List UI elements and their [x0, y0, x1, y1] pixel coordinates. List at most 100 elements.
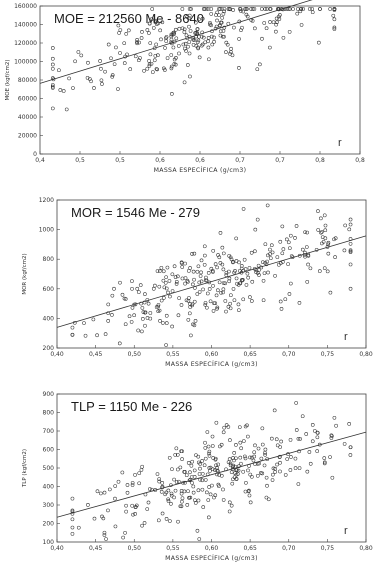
- y-tick-label: 600: [43, 286, 55, 293]
- data-point: [305, 280, 310, 284]
- data-point: [332, 25, 337, 30]
- data-point: [133, 505, 138, 510]
- y-tick-label: 1000: [39, 227, 54, 234]
- y-axis-label: MOE (kgf/cm2): [5, 60, 11, 101]
- data-point: [209, 7, 214, 11]
- data-point: [130, 279, 134, 283]
- data-point: [260, 426, 265, 431]
- data-point: [268, 20, 272, 24]
- data-point: [288, 281, 293, 286]
- data-point: [271, 20, 276, 25]
- data-point: [179, 303, 184, 307]
- data-point: [176, 519, 180, 524]
- data-point: [113, 484, 118, 488]
- data-point: [206, 271, 211, 275]
- data-point: [256, 263, 261, 268]
- data-point: [250, 474, 254, 479]
- data-point: [194, 34, 198, 39]
- data-point: [269, 243, 274, 248]
- data-point: [106, 42, 111, 47]
- data-point: [145, 28, 150, 32]
- data-point: [319, 216, 323, 221]
- data-point: [226, 304, 231, 309]
- data-point: [70, 525, 75, 530]
- data-point: [347, 422, 352, 426]
- data-point: [120, 470, 125, 475]
- data-point: [332, 17, 337, 22]
- equation-label: TLP = 1150 Me - 226: [71, 399, 192, 414]
- data-point: [232, 25, 236, 30]
- data-point: [212, 35, 216, 40]
- data-point: [153, 283, 157, 288]
- data-point: [172, 62, 177, 66]
- data-point: [172, 30, 176, 35]
- data-point: [229, 293, 233, 298]
- data-point: [237, 66, 241, 70]
- data-point: [220, 262, 225, 267]
- data-point: [85, 76, 90, 80]
- data-point: [326, 240, 331, 245]
- data-point: [177, 26, 182, 31]
- data-point: [175, 452, 180, 457]
- data-point: [244, 480, 248, 485]
- data-point: [147, 62, 152, 67]
- data-point: [237, 425, 242, 429]
- data-point: [122, 61, 127, 65]
- data-point: [132, 313, 136, 318]
- data-point: [206, 36, 211, 40]
- data-point: [228, 51, 232, 56]
- data-point: [243, 454, 247, 459]
- data-point: [257, 273, 261, 277]
- data-point: [241, 278, 245, 282]
- x-tick-label: 0,6: [195, 157, 205, 164]
- data-point: [195, 27, 200, 32]
- data-point: [189, 333, 193, 338]
- data-point: [293, 236, 297, 240]
- data-point: [234, 443, 238, 447]
- data-point: [138, 283, 143, 287]
- data-point: [281, 35, 286, 40]
- data-point: [287, 246, 292, 250]
- data-point: [253, 249, 257, 254]
- data-point: [191, 282, 195, 287]
- scatter-points: [70, 401, 353, 541]
- data-point: [164, 286, 169, 291]
- data-point: [198, 274, 203, 278]
- data-point: [135, 40, 139, 44]
- data-point: [275, 443, 280, 448]
- data-point: [187, 311, 192, 316]
- data-point: [219, 473, 224, 478]
- data-point: [231, 287, 236, 291]
- data-point: [239, 28, 243, 32]
- data-point: [181, 42, 186, 47]
- data-point: [124, 509, 128, 514]
- data-point: [156, 304, 160, 309]
- data-point: [279, 307, 284, 311]
- data-point: [128, 67, 133, 71]
- data-point: [320, 241, 324, 246]
- data-point: [224, 273, 229, 277]
- data-point: [145, 66, 150, 71]
- data-point: [252, 454, 257, 459]
- data-point: [86, 503, 90, 507]
- data-point: [260, 36, 264, 41]
- data-point: [241, 469, 246, 474]
- data-point: [180, 276, 185, 281]
- data-point: [141, 310, 146, 314]
- data-point: [70, 508, 75, 513]
- data-point: [255, 473, 260, 478]
- data-point: [268, 7, 273, 11]
- data-point: [229, 503, 234, 508]
- data-point: [236, 302, 241, 307]
- data-point: [238, 440, 243, 445]
- data-point: [155, 472, 160, 476]
- data-point: [99, 491, 103, 496]
- data-point: [191, 269, 196, 274]
- data-point: [211, 283, 215, 288]
- data-point: [261, 278, 266, 283]
- data-point: [326, 242, 330, 247]
- data-point: [265, 203, 270, 208]
- data-point: [242, 257, 247, 262]
- data-point: [244, 12, 249, 17]
- data-point: [122, 41, 127, 45]
